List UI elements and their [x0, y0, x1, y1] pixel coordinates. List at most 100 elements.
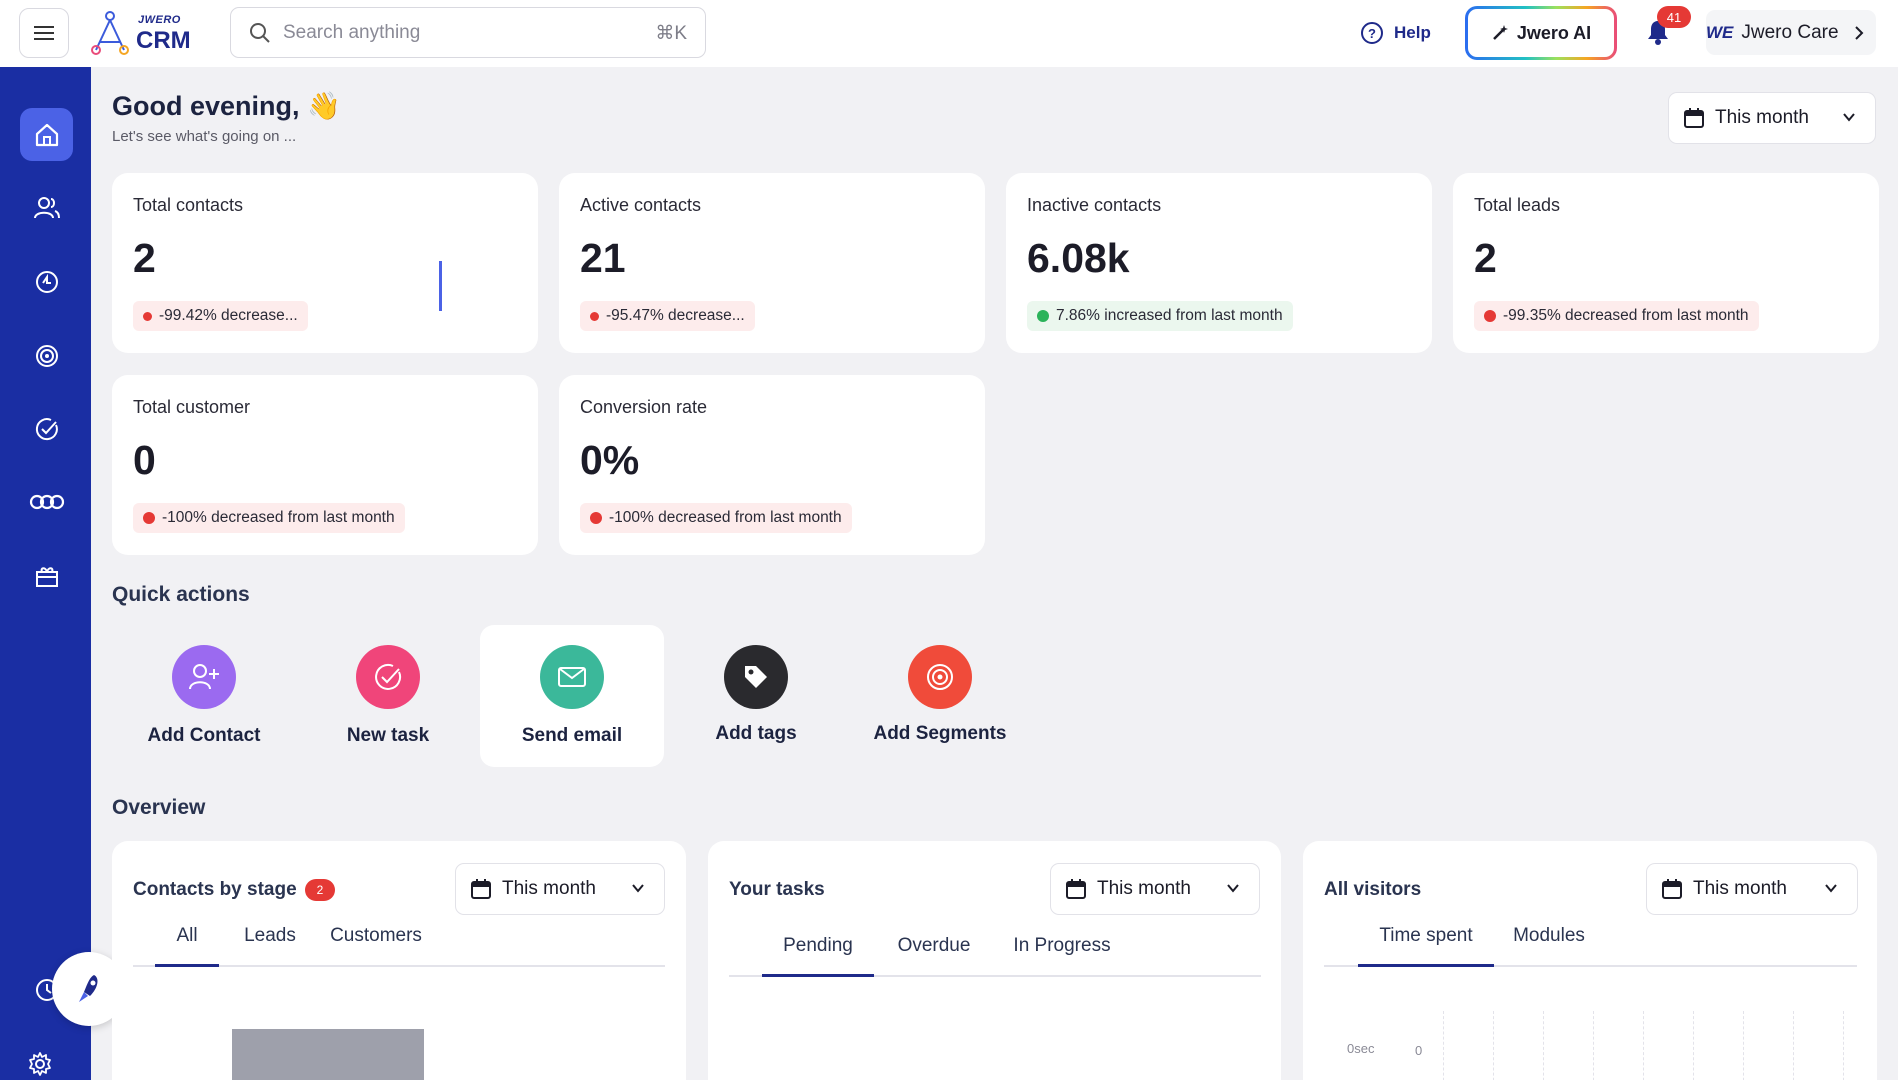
tab-overdue[interactable]: Overdue [897, 935, 971, 956]
trend-down-icon [143, 311, 152, 321]
quick-action-label: Add Segments [873, 723, 1007, 744]
trend-badge: -99.42% decrease... [133, 301, 308, 331]
tasks-tabs: Pending Overdue In Progress [729, 935, 1261, 977]
logo-mark-icon [91, 11, 129, 55]
sidebar-item-tasks[interactable] [20, 402, 73, 455]
trend-badge: -95.47% decrease... [580, 301, 755, 331]
jwero-ai-label: Jwero AI [1516, 22, 1592, 43]
chevron-down-icon [1843, 113, 1855, 122]
chart-gridline [1543, 1011, 1544, 1080]
stat-value: 0% [580, 437, 640, 483]
stat-value: 6.08k [1027, 235, 1130, 281]
rocket-icon [79, 975, 98, 1002]
add-user-icon [172, 645, 236, 709]
stat-value: 0 [133, 437, 156, 483]
help-label: Help [1394, 23, 1431, 42]
visitors-tabs: Time spent Modules [1324, 925, 1857, 967]
calendar-icon [1684, 108, 1704, 128]
sidebar-item-contacts[interactable] [20, 181, 73, 234]
tab-pending[interactable]: Pending [762, 935, 874, 977]
chart-gridline [1693, 1011, 1694, 1080]
trend-up-icon [1037, 310, 1049, 322]
tab-customers[interactable]: Customers [330, 925, 422, 946]
stat-value: 2 [1474, 235, 1497, 281]
quick-action-add-segments[interactable]: Add Segments [848, 625, 1032, 767]
chart-gridline [1493, 1011, 1494, 1080]
stat-card-active-contacts[interactable]: Active contacts 21 -95.47% decrease... [559, 173, 985, 353]
svg-text:?: ? [1368, 26, 1376, 41]
quick-action-new-task[interactable]: New task [296, 625, 480, 767]
target-icon [908, 645, 972, 709]
notification-count-badge: 41 [1657, 6, 1691, 28]
quick-action-label: Add Contact [147, 725, 261, 746]
chevron-down-icon [632, 884, 644, 893]
stat-label: Inactive contacts [1027, 195, 1162, 215]
jwero-care-label: Jwero Care [1741, 21, 1839, 43]
target-icon [35, 344, 58, 367]
tab-leads[interactable]: Leads [244, 925, 296, 946]
overview-title: Overview [112, 796, 206, 819]
tab-all[interactable]: All [155, 925, 219, 967]
sidebar-item-settings[interactable] [20, 1037, 60, 1080]
sidebar-item-segments[interactable] [20, 329, 73, 382]
tab-in-progress[interactable]: In Progress [1013, 935, 1111, 956]
trend-down-icon [590, 512, 602, 524]
sidebar-item-campaigns[interactable] [20, 255, 73, 308]
search-icon [250, 23, 270, 43]
stat-card-total-leads[interactable]: Total leads 2 -99.35% decreased from las… [1453, 173, 1879, 353]
sidebar-item-integrations[interactable] [20, 475, 73, 528]
users-icon [33, 196, 60, 218]
stat-card-total-contacts[interactable]: Total contacts 2 -99.42% decrease... [112, 173, 538, 353]
stage-count-badge: 2 [305, 879, 335, 901]
quick-action-add-contact[interactable]: Add Contact [112, 625, 296, 767]
trend-badge: -100% decreased from last month [133, 503, 405, 533]
campaign-icon [35, 270, 58, 293]
dropdown-value: This month [502, 878, 596, 899]
stat-card-conversion-rate[interactable]: Conversion rate 0% -100% decreased from … [559, 375, 985, 555]
search-input[interactable] [283, 20, 623, 46]
trend-badge: 7.86% increased from last month [1027, 301, 1293, 331]
tasks-period-dropdown[interactable]: This month [1050, 863, 1260, 915]
tab-time-spent[interactable]: Time spent [1358, 925, 1494, 967]
period-filter-dropdown[interactable]: This month [1668, 92, 1876, 144]
stat-label: Total leads [1474, 195, 1561, 215]
trend-text: -100% decreased from last month [609, 509, 842, 526]
trend-down-icon [1484, 310, 1496, 322]
contacts-period-dropdown[interactable]: This month [455, 863, 665, 915]
trend-badge: -100% decreased from last month [580, 503, 852, 533]
search-box[interactable]: ⌘K [230, 7, 706, 58]
calendar-icon [1066, 879, 1086, 899]
stat-card-total-customer[interactable]: Total customer 0 -100% decreased from la… [112, 375, 538, 555]
jwero-care-logo: WE [1706, 22, 1734, 42]
top-bar: JWERO CRM ⌘K ? Help Jwero AI 41 WE Jwero… [0, 0, 1898, 67]
gift-icon [35, 566, 58, 587]
chart-gridline [1793, 1011, 1794, 1080]
gear-icon [29, 1051, 51, 1076]
hamburger-menu-button[interactable] [19, 8, 69, 58]
panel-title: All visitors [1324, 879, 1422, 900]
stat-value: 21 [580, 235, 626, 281]
stat-label: Total contacts [133, 195, 244, 215]
jwero-care-button[interactable]: WE Jwero Care [1706, 10, 1876, 55]
tab-modules[interactable]: Modules [1513, 925, 1585, 946]
quick-action-add-tags[interactable]: Add tags [664, 625, 848, 767]
quick-action-label: New task [346, 725, 430, 746]
jwero-ai-button[interactable]: Jwero AI [1465, 6, 1617, 60]
quick-action-send-email[interactable]: Send email [480, 625, 664, 767]
dropdown-value: This month [1693, 878, 1787, 899]
visitors-period-dropdown[interactable]: This month [1646, 863, 1858, 915]
stage-chart-bar [232, 1029, 424, 1080]
stat-label: Active contacts [580, 195, 702, 215]
panel-title: Your tasks [729, 879, 825, 900]
sidebar-item-home[interactable] [20, 108, 73, 161]
sidebar-item-offers[interactable] [20, 549, 73, 602]
trend-text: -100% decreased from last month [162, 509, 395, 526]
magic-wand-icon [1492, 25, 1508, 40]
app-logo[interactable]: JWERO CRM [90, 8, 200, 58]
calendar-icon [1662, 879, 1682, 899]
chevron-right-icon [1854, 25, 1863, 40]
trend-text: 7.86% increased from last month [1056, 307, 1283, 324]
quick-action-label: Add tags [715, 723, 797, 744]
stat-card-inactive-contacts[interactable]: Inactive contacts 6.08k 7.86% increased … [1006, 173, 1432, 353]
help-link[interactable]: ? Help [1360, 18, 1431, 48]
